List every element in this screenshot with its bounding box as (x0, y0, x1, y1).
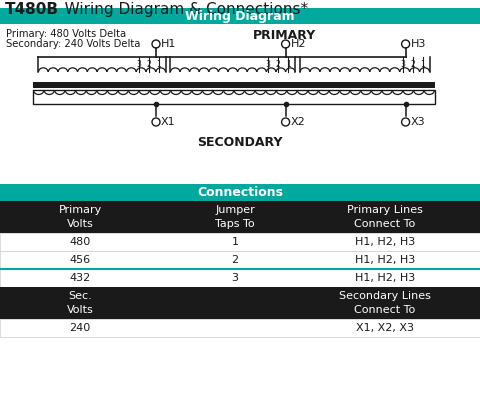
Text: X1, X2, X3: X1, X2, X3 (356, 323, 414, 333)
Text: SECONDARY: SECONDARY (197, 136, 283, 149)
Text: Secondary: 240 Volts Delta: Secondary: 240 Volts Delta (6, 39, 140, 49)
Text: Connect To: Connect To (354, 305, 416, 315)
Bar (0, 24, 480, 184)
Text: H2: H2 (290, 39, 306, 49)
Text: Connections: Connections (197, 186, 283, 199)
Text: X2: X2 (290, 117, 305, 127)
Text: Taps To: Taps To (215, 219, 255, 229)
Bar (0, 184, 480, 201)
Text: Volts: Volts (67, 219, 94, 229)
Bar (0, 269, 480, 287)
Text: H1, H2, H3: H1, H2, H3 (355, 237, 415, 247)
Text: H1: H1 (161, 39, 176, 49)
Text: H1, H2, H3: H1, H2, H3 (355, 255, 415, 265)
Text: Volts: Volts (67, 305, 94, 315)
Text: T480B: T480B (5, 2, 59, 17)
Text: Primary: 480 Volts Delta: Primary: 480 Volts Delta (6, 29, 126, 39)
Text: 2: 2 (276, 60, 281, 69)
Text: H1, H2, H3: H1, H2, H3 (355, 273, 415, 283)
Text: X3: X3 (410, 117, 425, 127)
Text: 2: 2 (146, 60, 151, 69)
Bar (0, 319, 480, 337)
Text: Primary: Primary (59, 205, 102, 215)
Text: 3: 3 (231, 273, 239, 283)
Text: Connect To: Connect To (354, 219, 416, 229)
Text: 432: 432 (70, 273, 91, 283)
Bar (0, 287, 480, 319)
Text: Wiring Diagram: Wiring Diagram (185, 9, 295, 23)
Text: 1: 1 (231, 237, 239, 247)
Bar (0, 233, 480, 251)
Text: 1: 1 (286, 60, 290, 69)
Text: Wiring Diagram & Connections*: Wiring Diagram & Connections* (50, 2, 308, 17)
Text: 1: 1 (420, 60, 425, 69)
Text: 456: 456 (70, 255, 91, 265)
Bar (0, 251, 480, 269)
Bar (0, 201, 480, 233)
Text: 3: 3 (266, 60, 271, 69)
Text: 240: 240 (70, 323, 91, 333)
Text: 3: 3 (136, 60, 141, 69)
Text: X1: X1 (161, 117, 176, 127)
Bar (34, 90, 434, 104)
Text: 1: 1 (156, 60, 161, 69)
Text: Sec.: Sec. (68, 291, 92, 301)
Text: 2: 2 (231, 255, 239, 265)
Bar (0, 8, 480, 24)
Text: PRIMARY: PRIMARY (253, 29, 317, 42)
Bar (34, 82, 434, 88)
Text: 3: 3 (400, 60, 405, 69)
Text: 2: 2 (410, 60, 415, 69)
Text: H3: H3 (410, 39, 426, 49)
Text: Secondary Lines: Secondary Lines (339, 291, 431, 301)
Text: Jumper: Jumper (215, 205, 255, 215)
Text: Primary Lines: Primary Lines (347, 205, 423, 215)
Text: 480: 480 (70, 237, 91, 247)
